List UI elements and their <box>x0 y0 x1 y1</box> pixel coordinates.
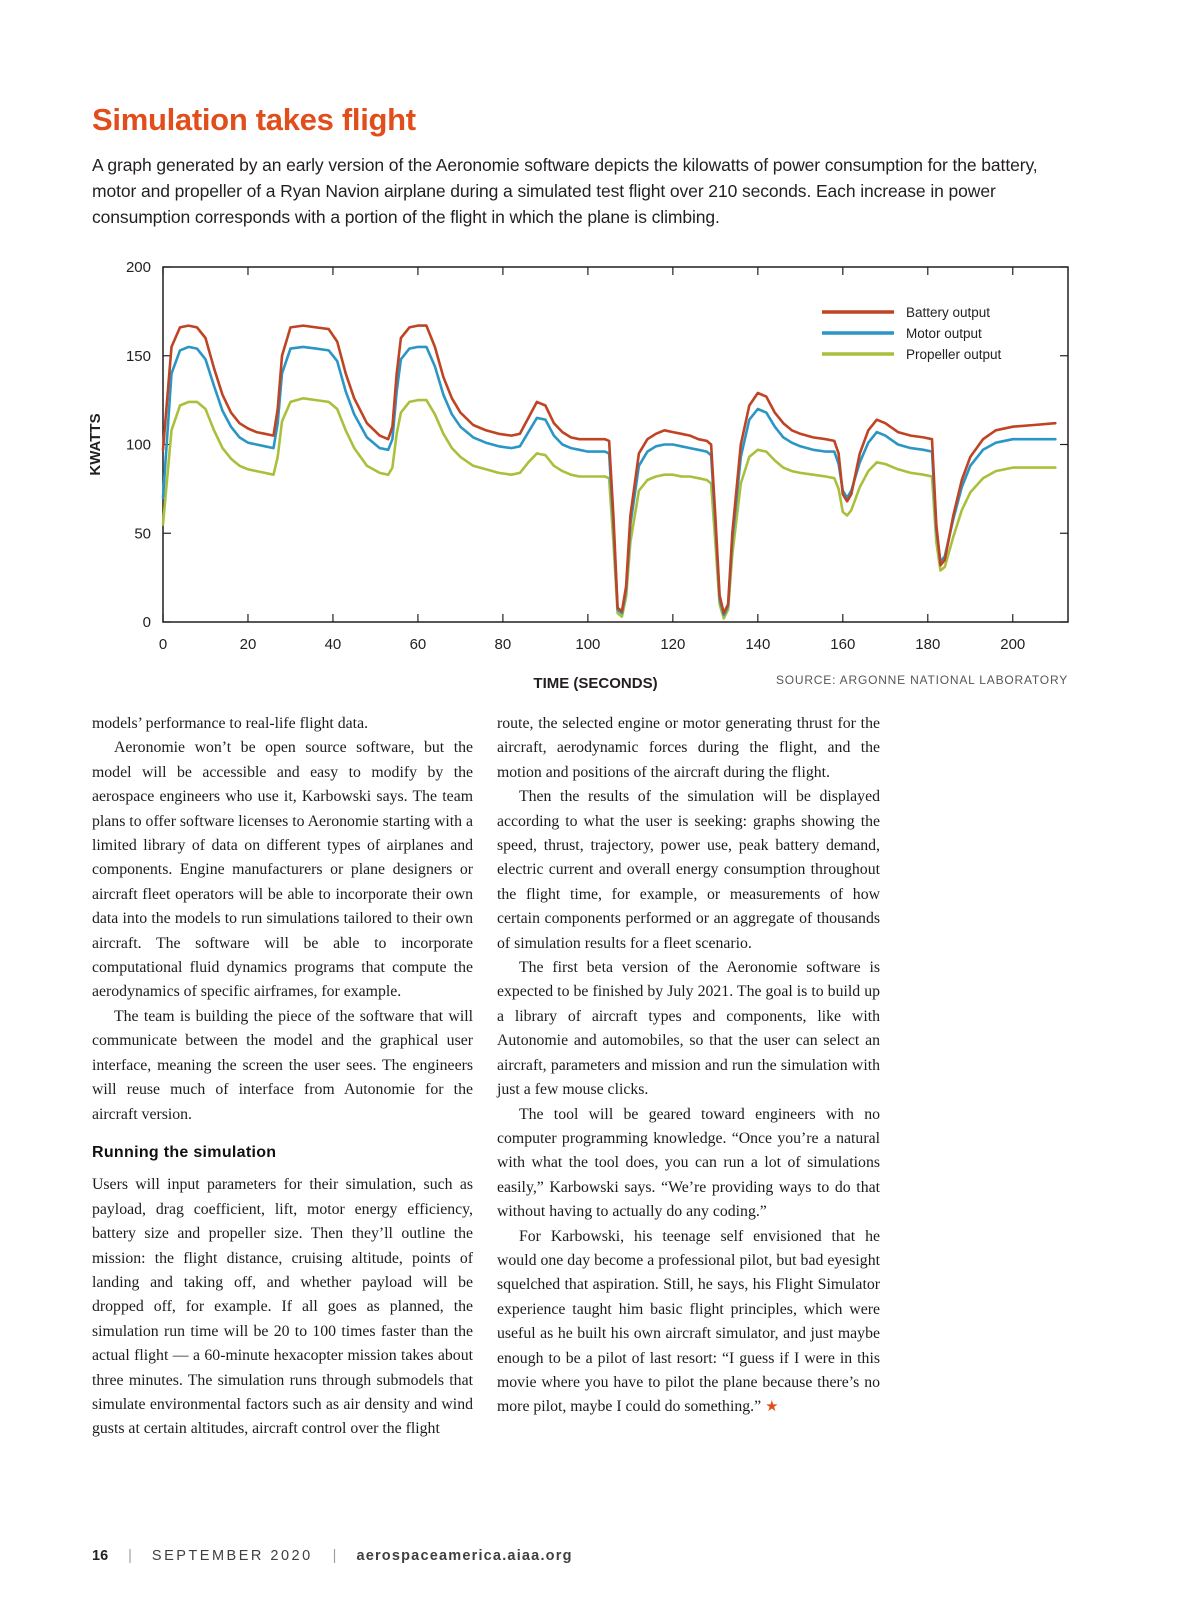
svg-text:180: 180 <box>915 636 940 653</box>
svg-text:KWATTS: KWATTS <box>87 413 104 475</box>
text-column-1: models’ performance to real-life flight … <box>92 712 473 1442</box>
svg-text:Motor output: Motor output <box>906 326 982 341</box>
svg-text:60: 60 <box>410 636 427 653</box>
svg-text:0: 0 <box>143 614 151 631</box>
svg-text:Battery output: Battery output <box>906 305 990 320</box>
svg-text:100: 100 <box>126 437 151 454</box>
article-title: Simulation takes flight <box>92 102 416 137</box>
page-footer: 16 | SEPTEMBER 2020 | aerospaceamerica.a… <box>92 1548 573 1564</box>
svg-text:80: 80 <box>495 636 512 653</box>
body-paragraph: The first beta version of the Aeronomie … <box>497 959 880 1099</box>
svg-text:50: 50 <box>134 525 151 542</box>
body-paragraph-text: For Karbowski, his teenage self envision… <box>497 1227 880 1416</box>
svg-text:200: 200 <box>1000 636 1025 653</box>
text-column-2: route, the selected engine or motor gene… <box>497 712 880 1420</box>
svg-text:SOURCE: ARGONNE NATIONAL LABOR: SOURCE: ARGONNE NATIONAL LABORATORY <box>776 673 1068 687</box>
svg-text:160: 160 <box>830 636 855 653</box>
article-header: Simulation takes flight A graph generate… <box>92 102 1052 230</box>
power-consumption-chart-svg: 0 50 100 150 200 0 20 40 60 80 100 120 140 160 180 200 B… <box>87 259 1069 692</box>
section-heading-running-the-simulation: Running the simulation <box>92 1143 277 1161</box>
body-paragraph: route, the selected engine or motor gene… <box>497 715 880 781</box>
website-link[interactable]: aerospaceamerica.aiaa.org <box>356 1548 573 1564</box>
svg-text:20: 20 <box>240 636 257 653</box>
svg-text:TIME (SECONDS): TIME (SECONDS) <box>533 675 657 692</box>
body-paragraph: The tool will be geared toward engineers… <box>497 1105 880 1221</box>
body-paragraph: For Karbowski, his teenage self envision… <box>497 1225 880 1420</box>
footer-divider: | <box>128 1548 132 1564</box>
svg-text:140: 140 <box>745 636 770 653</box>
article-standfirst: A graph generated by an early version of… <box>92 155 1038 227</box>
body-paragraph: Then the results of the simulation will … <box>497 788 880 952</box>
page-number: 16 <box>92 1548 109 1564</box>
svg-text:Propeller output: Propeller output <box>906 347 1002 362</box>
footer-divider: | <box>332 1548 337 1564</box>
end-of-article-star-icon: ★ <box>765 1399 779 1416</box>
issue-date: SEPTEMBER 2020 <box>151 1548 313 1564</box>
svg-text:100: 100 <box>575 636 600 653</box>
body-paragraph: The team is building the piece of the so… <box>92 1007 473 1123</box>
svg-text:0: 0 <box>159 636 167 653</box>
body-paragraph: Users will input parameters for their si… <box>92 1176 473 1438</box>
svg-text:150: 150 <box>126 348 151 365</box>
body-paragraph: Aeronomie won’t be open source software,… <box>92 739 473 1001</box>
svg-text:120: 120 <box>660 636 685 653</box>
svg-text:200: 200 <box>126 259 151 276</box>
power-consumption-chart: 0 50 100 150 200 0 20 40 60 80 100 120 140 160 180 200 B… <box>0 255 1200 700</box>
body-paragraph: models’ performance to real-life flight … <box>92 715 369 732</box>
svg-text:40: 40 <box>325 636 342 653</box>
